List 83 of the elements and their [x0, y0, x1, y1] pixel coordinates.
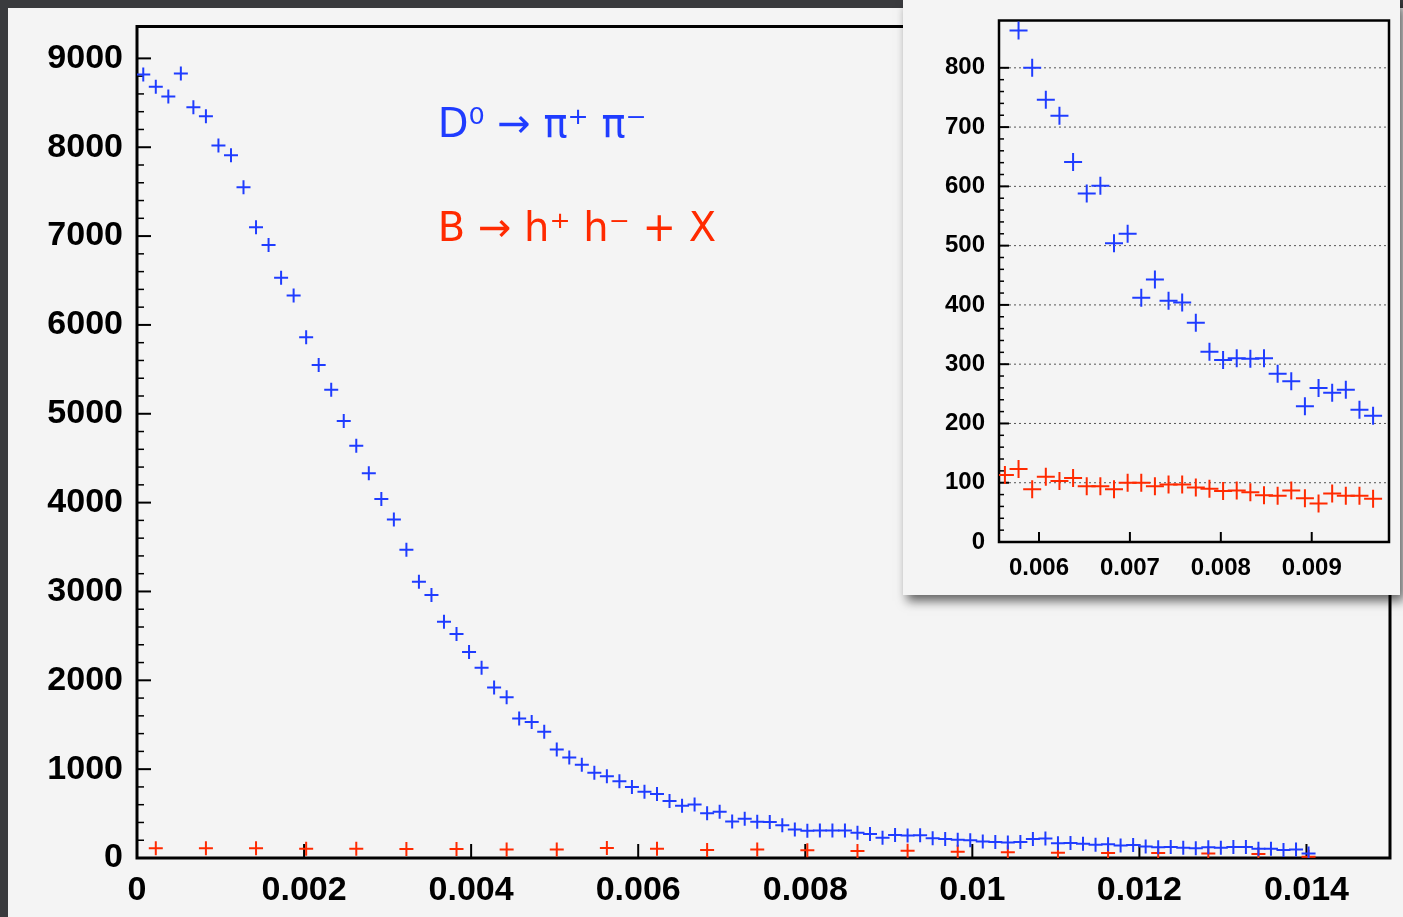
x-tick-label: 0.006 — [595, 868, 681, 907]
point — [1063, 467, 1084, 488]
point — [1022, 479, 1043, 500]
point — [1104, 479, 1124, 500]
point — [1022, 57, 1043, 78]
y-tick-label: 7000 — [47, 214, 123, 253]
point — [1240, 482, 1261, 503]
point — [1131, 472, 1152, 493]
point — [1090, 175, 1111, 196]
point — [1104, 233, 1124, 254]
point — [1199, 341, 1220, 362]
point — [1035, 466, 1056, 487]
text: D⁰ → π⁺ π⁻ — [437, 99, 647, 146]
y-tick-label: 100 — [944, 467, 985, 495]
x-tick-label: 0.012 — [1096, 868, 1182, 907]
point — [1090, 476, 1111, 497]
text: B → h⁺ h⁻ + X — [437, 203, 717, 250]
point — [1213, 481, 1234, 502]
point — [1226, 348, 1247, 369]
x-tick-label: 0.007 — [1099, 553, 1160, 581]
y-tick-label: 2000 — [47, 658, 123, 697]
point — [1254, 485, 1274, 506]
x-tick-label: 0.01 — [939, 868, 1006, 907]
y-tick-label: 200 — [944, 408, 985, 436]
y-tick-label: 800 — [944, 52, 985, 80]
point — [1199, 478, 1220, 499]
x-tick-label: 0.008 — [762, 868, 848, 907]
point — [1267, 485, 1288, 506]
point — [1008, 459, 1029, 480]
point — [1185, 312, 1206, 333]
y-tick-label: 8000 — [47, 125, 123, 164]
y-tick-label: 3000 — [47, 569, 123, 608]
point — [1281, 480, 1302, 501]
point — [1185, 477, 1206, 498]
x-tick-label: 0 — [127, 868, 147, 907]
point — [1281, 371, 1302, 392]
point — [1267, 363, 1288, 384]
point — [1063, 152, 1084, 173]
point — [1131, 287, 1152, 308]
y-tick-label: 500 — [944, 230, 985, 258]
point — [1363, 488, 1384, 509]
x-tick-label: 0.014 — [1263, 868, 1350, 907]
x-tick-label: 0.009 — [1281, 553, 1342, 581]
point — [1335, 379, 1356, 400]
y-tick-label: 6000 — [47, 303, 123, 342]
point — [1008, 20, 1029, 41]
y-tick-label: 300 — [944, 348, 985, 376]
y-tick-label: 0 — [104, 836, 123, 875]
point — [1240, 348, 1261, 369]
y-tick-label: 700 — [944, 111, 985, 139]
point — [1144, 269, 1165, 290]
point — [1322, 483, 1343, 504]
y-tick-label: 0 — [971, 526, 985, 554]
point — [1308, 377, 1329, 398]
x-tick-label: 0.004 — [428, 868, 514, 907]
point — [1144, 476, 1165, 497]
x-tick-label: 0.002 — [261, 868, 347, 907]
y-tick-label: 9000 — [47, 36, 123, 75]
y-tick-label: 600 — [944, 170, 985, 198]
point — [1226, 480, 1247, 501]
point — [1172, 292, 1193, 313]
x-tick-label: 0.008 — [1190, 553, 1251, 581]
point — [1049, 105, 1070, 126]
point — [1049, 470, 1070, 491]
point — [1322, 382, 1343, 403]
y-tick-label: 1000 — [47, 747, 123, 786]
point — [1349, 399, 1370, 420]
point — [1254, 348, 1274, 369]
point — [1294, 488, 1315, 509]
point — [1117, 223, 1138, 244]
x-tick-label: 0.006 — [1008, 553, 1070, 581]
point — [1158, 290, 1179, 311]
point — [1076, 183, 1097, 204]
point — [1213, 350, 1234, 371]
y-tick-label: 5000 — [47, 392, 123, 431]
point — [1294, 396, 1315, 417]
point — [1308, 493, 1329, 514]
point — [1035, 89, 1056, 110]
point — [1363, 405, 1384, 426]
y-tick-label: 400 — [944, 289, 985, 317]
point — [1172, 474, 1193, 495]
y-tick-label: 4000 — [47, 480, 123, 519]
point — [1349, 485, 1370, 506]
